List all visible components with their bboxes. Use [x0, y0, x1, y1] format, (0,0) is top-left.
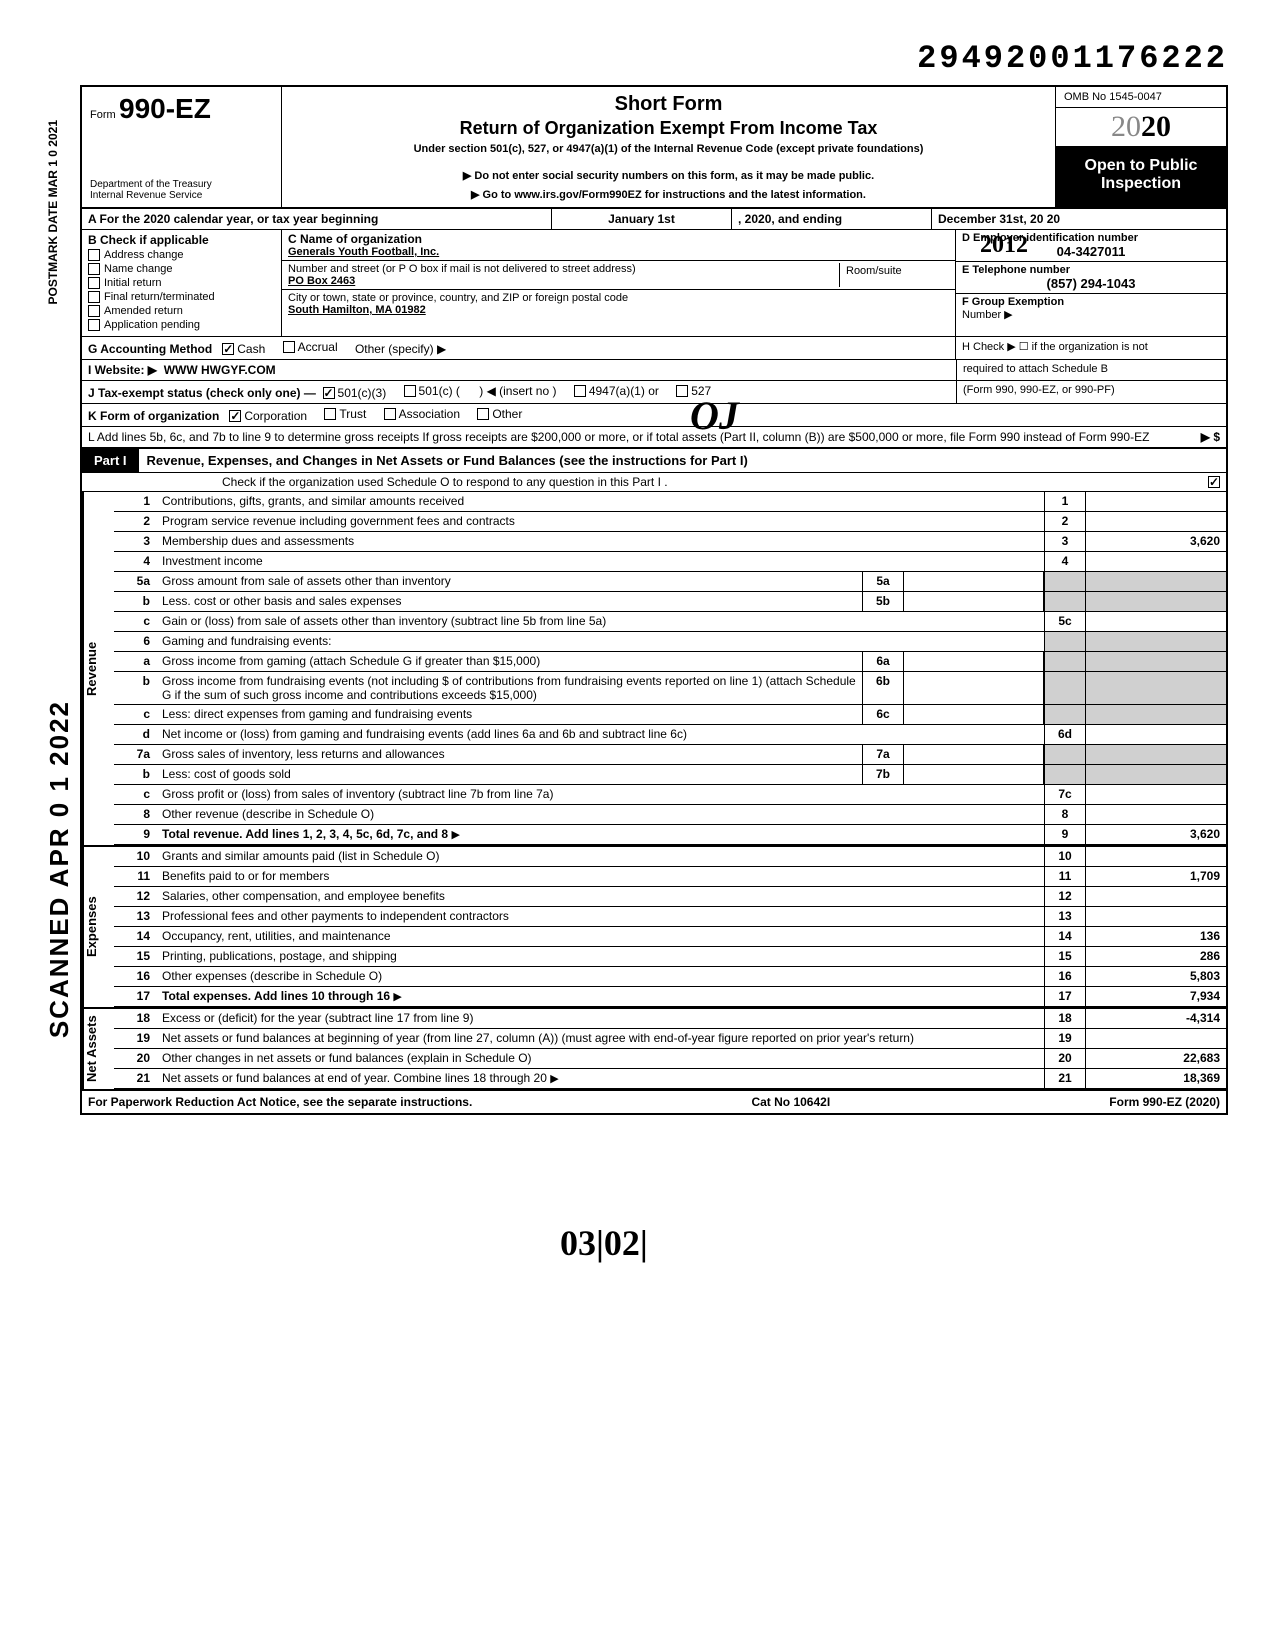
omb-number: OMB No 1545-0047: [1056, 87, 1226, 108]
part1-badge: Part I: [82, 449, 139, 472]
city-label: City or town, state or province, country…: [288, 292, 628, 304]
accrual-checkbox[interactable]: [283, 341, 295, 353]
short-form-label: Short Form: [292, 93, 1045, 116]
netassets-label: Net Assets: [82, 1009, 114, 1089]
checkbox-address-change[interactable]: Address change: [88, 249, 275, 261]
line-19: 19Net assets or fund balances at beginni…: [114, 1029, 1226, 1049]
schedule-o-checkbox[interactable]: [1208, 476, 1220, 488]
form-number: 990-EZ: [119, 93, 211, 124]
line-5b: bLess. cost or other basis and sales exp…: [114, 592, 1226, 612]
handwritten-initial: OJ: [690, 392, 739, 439]
document-number: 29492001176222: [80, 40, 1228, 77]
checkbox-final-return-terminated[interactable]: Final return/terminated: [88, 291, 275, 303]
527-checkbox[interactable]: [676, 385, 688, 397]
line-8: 8Other revenue (describe in Schedule O)8: [114, 805, 1226, 825]
line-9: 9Total revenue. Add lines 1, 2, 3, 4, 5c…: [114, 825, 1226, 845]
line-13: 13Professional fees and other payments t…: [114, 907, 1226, 927]
row-i-website: I Website: ▶ WWW HWGYF.COM required to a…: [82, 359, 1226, 380]
line-4: 4Investment income4: [114, 552, 1226, 572]
part1-header: Part I Revenue, Expenses, and Changes in…: [82, 447, 1226, 473]
checkbox-application-pending[interactable]: Application pending: [88, 319, 275, 331]
line-6a: aGross income from gaming (attach Schedu…: [114, 652, 1226, 672]
line-16: 16Other expenses (describe in Schedule O…: [114, 967, 1226, 987]
form-header: Form 990-EZ Department of the Treasury I…: [82, 87, 1226, 209]
return-title: Return of Organization Exempt From Incom…: [292, 118, 1045, 139]
checkbox-initial-return[interactable]: Initial return: [88, 277, 275, 289]
line-12: 12Salaries, other compensation, and empl…: [114, 887, 1226, 907]
street-label: Number and street (or P O box if mail is…: [288, 263, 636, 275]
line-5a: 5aGross amount from sale of assets other…: [114, 572, 1226, 592]
handwritten-year: 2012: [980, 232, 1028, 259]
row-l-gross-receipts: L Add lines 5b, 6c, and 7b to line 9 to …: [82, 426, 1226, 447]
scanned-stamp: SCANNED APR 0 1 2022: [44, 700, 75, 1038]
line-18: 18Excess or (deficit) for the year (subt…: [114, 1009, 1226, 1029]
part1-title: Revenue, Expenses, and Changes in Net As…: [139, 449, 756, 472]
cash-checkbox[interactable]: [222, 343, 234, 355]
part1-note: Check if the organization used Schedule …: [82, 473, 1226, 491]
line-15: 15Printing, publications, postage, and s…: [114, 947, 1226, 967]
website-value: WWW HWGYF.COM: [164, 363, 276, 377]
tax-year: 2020: [1056, 108, 1226, 147]
line-11: 11Benefits paid to or for members111,709: [114, 867, 1226, 887]
501c-checkbox[interactable]: [404, 385, 416, 397]
handwritten-date: 03|02|: [560, 1222, 648, 1264]
phone-label: E Telephone number: [962, 264, 1070, 276]
association-checkbox[interactable]: [384, 408, 396, 420]
under-section: Under section 501(c), 527, or 4947(a)(1)…: [292, 143, 1045, 155]
line-6: 6Gaming and fundraising events:: [114, 632, 1226, 652]
revenue-label: Revenue: [82, 492, 114, 845]
room-suite-label: Room/suite: [839, 263, 949, 287]
4947-checkbox[interactable]: [574, 385, 586, 397]
row-a-tax-year: A For the 2020 calendar year, or tax yea…: [82, 209, 1226, 230]
line-5c: cGain or (loss) from sale of assets othe…: [114, 612, 1226, 632]
line-6d: dNet income or (loss) from gaming and fu…: [114, 725, 1226, 745]
city-value: South Hamilton, MA 01982: [288, 304, 426, 316]
line-21: 21Net assets or fund balances at end of …: [114, 1069, 1226, 1089]
corporation-checkbox[interactable]: [229, 410, 241, 422]
group-exemption-label: F Group Exemption: [962, 296, 1064, 308]
row-k-form-org: K Form of organization Corporation Trust…: [82, 403, 1226, 426]
col-c-org: C Name of organization Generals Youth Fo…: [282, 230, 956, 336]
street-value: PO Box 2463: [288, 275, 355, 287]
row-g-accounting: G Accounting Method Cash Accrual Other (…: [82, 337, 1226, 359]
expenses-label: Expenses: [82, 847, 114, 1007]
dept-irs: Internal Revenue Service: [90, 190, 273, 201]
line-20: 20Other changes in net assets or fund ba…: [114, 1049, 1226, 1069]
goto-url: ▶ Go to www.irs.gov/Form990EZ for instru…: [292, 188, 1045, 201]
line-6c: cLess: direct expenses from gaming and f…: [114, 705, 1226, 725]
line-1: 1Contributions, gifts, grants, and simil…: [114, 492, 1226, 512]
line-10: 10Grants and similar amounts paid (list …: [114, 847, 1226, 867]
501c3-checkbox[interactable]: [323, 387, 335, 399]
open-to-public: Open to PublicInspection: [1056, 147, 1226, 207]
group-exemption-number: Number ▶: [962, 309, 1013, 321]
phone-value: (857) 294-1043: [962, 276, 1220, 291]
h-line1: H Check ▶ ☐ if the organization is not: [962, 341, 1148, 353]
line-6b: bGross income from fundraising events (n…: [114, 672, 1226, 705]
org-name-label: C Name of organization: [288, 232, 949, 246]
form-ref: Form 990-EZ (2020): [1109, 1095, 1220, 1109]
cat-number: Cat No 10642I: [751, 1095, 830, 1109]
form-990ez: Form 990-EZ Department of the Treasury I…: [80, 85, 1228, 1115]
postmark-stamp: POSTMARK DATE MAR 1 0 2021: [46, 120, 60, 304]
checkbox-name-change[interactable]: Name change: [88, 263, 275, 275]
form-prefix: Form: [90, 109, 116, 121]
form-footer: For Paperwork Reduction Act Notice, see …: [82, 1089, 1226, 1113]
identity-block: B Check if applicable Address changeName…: [82, 230, 1226, 337]
col-b-checkboxes: B Check if applicable Address changeName…: [82, 230, 282, 336]
line-7c: cGross profit or (loss) from sales of in…: [114, 785, 1226, 805]
ssn-warning: ▶ Do not enter social security numbers o…: [292, 169, 1045, 182]
other-checkbox[interactable]: [477, 408, 489, 420]
line-2: 2Program service revenue including gover…: [114, 512, 1226, 532]
row-j-tax-status: J Tax-exempt status (check only one) — 5…: [82, 380, 1226, 403]
checkbox-amended-return[interactable]: Amended return: [88, 305, 275, 317]
line-14: 14Occupancy, rent, utilities, and mainte…: [114, 927, 1226, 947]
org-name: Generals Youth Football, Inc.: [288, 246, 439, 258]
line-3: 3Membership dues and assessments33,620: [114, 532, 1226, 552]
trust-checkbox[interactable]: [324, 408, 336, 420]
dept-treasury: Department of the Treasury: [90, 179, 273, 190]
paperwork-notice: For Paperwork Reduction Act Notice, see …: [88, 1095, 472, 1109]
line-7a: 7aGross sales of inventory, less returns…: [114, 745, 1226, 765]
line-7b: bLess: cost of goods sold7b: [114, 765, 1226, 785]
line-17: 17Total expenses. Add lines 10 through 1…: [114, 987, 1226, 1007]
